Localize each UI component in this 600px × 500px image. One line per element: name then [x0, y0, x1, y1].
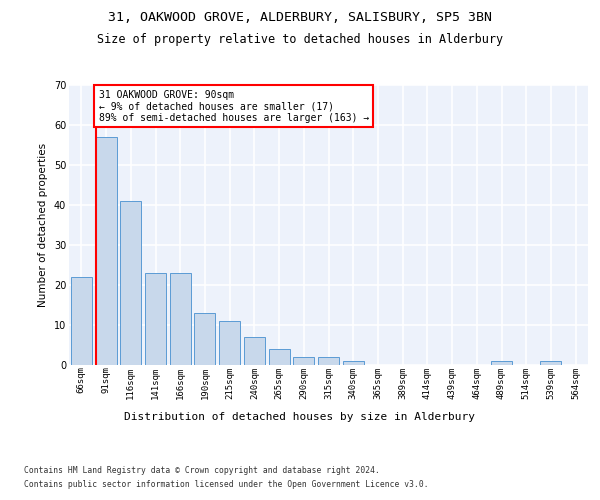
Text: Distribution of detached houses by size in Alderbury: Distribution of detached houses by size …: [125, 412, 476, 422]
Bar: [541, 361, 562, 365]
Y-axis label: Number of detached properties: Number of detached properties: [38, 143, 48, 307]
Bar: [71, 277, 92, 365]
Text: 31, OAKWOOD GROVE, ALDERBURY, SALISBURY, SP5 3BN: 31, OAKWOOD GROVE, ALDERBURY, SALISBURY,…: [108, 11, 492, 24]
Text: Size of property relative to detached houses in Alderbury: Size of property relative to detached ho…: [97, 32, 503, 46]
Text: Contains HM Land Registry data © Crown copyright and database right 2024.: Contains HM Land Registry data © Crown c…: [24, 466, 380, 475]
Bar: [293, 357, 314, 365]
Bar: [343, 361, 364, 365]
Bar: [318, 357, 339, 365]
Bar: [145, 273, 166, 365]
Bar: [269, 349, 290, 365]
Bar: [95, 137, 116, 365]
Text: Contains public sector information licensed under the Open Government Licence v3: Contains public sector information licen…: [24, 480, 428, 489]
Bar: [244, 337, 265, 365]
Bar: [120, 201, 141, 365]
Bar: [219, 321, 240, 365]
Bar: [170, 273, 191, 365]
Bar: [491, 361, 512, 365]
Text: 31 OAKWOOD GROVE: 90sqm
← 9% of detached houses are smaller (17)
89% of semi-det: 31 OAKWOOD GROVE: 90sqm ← 9% of detached…: [98, 90, 369, 123]
Bar: [194, 313, 215, 365]
